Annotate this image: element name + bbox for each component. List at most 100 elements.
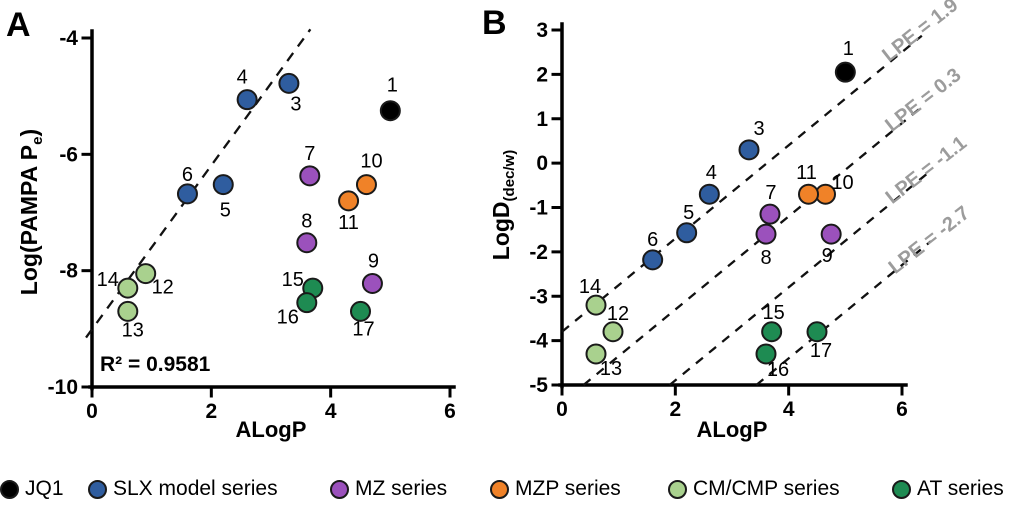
panel-a-y-axis-title: Log(PAMPA Pe) [16, 62, 46, 362]
lpe-line [582, 103, 926, 386]
data-point-label: 16 [767, 359, 789, 381]
data-point-label: 15 [282, 269, 304, 291]
panel-a-y-title-main: Log(PAMPA P [16, 144, 42, 296]
data-point-label: 8 [760, 247, 771, 269]
y-tick-label: -3 [529, 285, 548, 308]
x-tick-label: 2 [205, 400, 217, 423]
data-point [236, 89, 258, 111]
series-cm-cmp-series: 12 13 14 [579, 276, 629, 380]
series-at-series: 15 16 17 [277, 269, 375, 340]
data-point-label: 5 [683, 202, 694, 224]
legend-marker-icon [0, 479, 19, 499]
data-point-label: 8 [301, 211, 312, 233]
data-point-label: 12 [152, 277, 174, 299]
data-point-label: 14 [97, 269, 119, 291]
series-jq1: 1 [379, 75, 401, 122]
data-point [135, 263, 157, 285]
lpe-line [561, 34, 923, 333]
data-point [117, 277, 139, 299]
data-point [676, 222, 698, 244]
lpe-line-label: LPE = 0.3 [881, 64, 965, 136]
legend-item-jq1: JQ1 [0, 477, 64, 501]
series-mzp-series: 10 11 [338, 151, 383, 234]
legend-item-at-series: AT series [892, 477, 1004, 501]
data-point [759, 203, 781, 225]
data-point [355, 174, 377, 196]
x-tick-label: 6 [896, 398, 908, 421]
x-tick-label: 4 [325, 400, 337, 423]
legend-marker-icon [668, 479, 687, 499]
y-tick-label: 2 [536, 63, 548, 86]
panel-b-axes [551, 22, 908, 396]
lpe-line [755, 240, 932, 386]
y-tick-label: 1 [536, 108, 548, 131]
data-point [698, 183, 720, 205]
data-point [798, 183, 819, 205]
panel-b-y-title-subscript: (dec/w) [501, 149, 518, 202]
series-cm-cmp-series: 12 13 14 [97, 263, 174, 341]
data-point [278, 72, 300, 94]
legend-label: MZ series [355, 477, 448, 500]
data-point-label: 16 [277, 307, 299, 329]
x-tick-label: 2 [669, 398, 681, 421]
panel-a-axes [81, 29, 456, 398]
data-point [738, 139, 760, 161]
data-point [296, 232, 318, 254]
data-point [820, 223, 842, 245]
data-point [755, 223, 777, 245]
legend-marker-icon [88, 479, 107, 499]
legend-label: CM/CMP series [693, 477, 840, 500]
x-tick-label: 6 [444, 400, 456, 423]
panel-b-x-axis-title: ALogP [696, 417, 768, 442]
y-tick-label: 0 [536, 152, 548, 175]
data-point [350, 300, 371, 322]
series-jq1: 1 [834, 38, 856, 83]
data-point-label: 6 [182, 164, 193, 186]
legend-label: SLX model series [113, 477, 278, 500]
y-tick-label: 3 [536, 19, 548, 42]
data-point-label: 10 [831, 172, 853, 194]
series-mz-series: 7 8 9 [296, 143, 383, 294]
data-point-label: 9 [822, 245, 833, 267]
data-point-label: 15 [763, 302, 785, 324]
data-point-label: 7 [304, 143, 315, 165]
legend-item-mz-series: MZ series [330, 477, 447, 501]
data-point [642, 249, 664, 271]
y-tick-label: -4 [529, 330, 548, 353]
y-tick-label: -6 [59, 143, 78, 166]
lpe-line [668, 171, 929, 386]
data-point-label: 5 [220, 200, 231, 222]
data-point-label: 1 [843, 38, 854, 60]
lpe-line-label: LPE = -2.7 [885, 202, 974, 279]
data-point-label: 13 [600, 358, 622, 380]
data-point-label: 7 [765, 182, 776, 204]
data-point-label: 17 [352, 318, 374, 340]
data-point [585, 294, 607, 316]
data-point [212, 174, 234, 196]
y-tick-label: -2 [529, 241, 548, 264]
x-tick-label: 4 [783, 398, 795, 421]
legend-marker-icon [330, 479, 349, 499]
data-point-label: 12 [607, 303, 629, 325]
lpe-line-label: LPE = 1.9 [878, 0, 962, 66]
x-tick-label: 0 [556, 398, 568, 421]
data-point-label: 11 [796, 162, 817, 184]
data-point [176, 183, 198, 205]
data-point-label: 6 [647, 229, 658, 251]
data-point [361, 272, 383, 294]
series-mzp-series: 10 11 [796, 162, 854, 205]
legend-label: AT series [917, 477, 1004, 500]
data-point [338, 190, 360, 212]
data-point-label: 3 [290, 93, 301, 115]
legend-label: JQ1 [25, 477, 64, 500]
y-tick-label: -1 [529, 197, 548, 220]
data-point-label: 3 [753, 118, 764, 140]
panel-a-y-title-suffix: ) [16, 128, 42, 137]
panel-a-letter: A [6, 6, 31, 44]
legend-item-mzp-series: MZP series [490, 477, 621, 501]
data-point [117, 300, 139, 322]
